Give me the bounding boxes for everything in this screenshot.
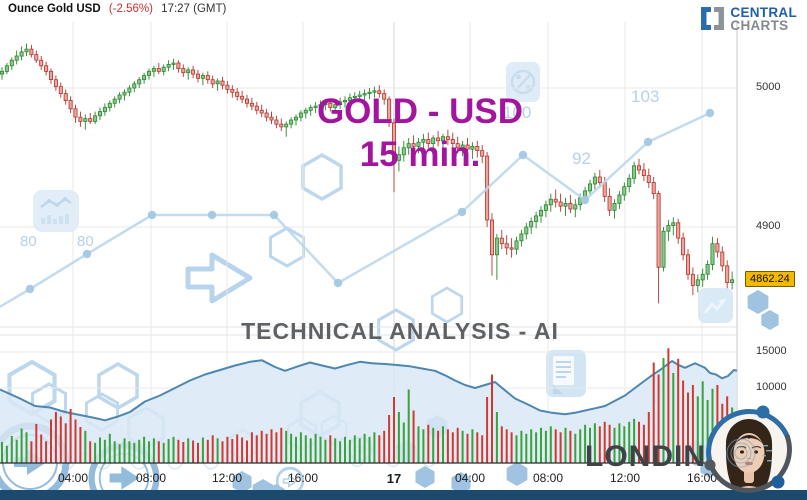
chart-header: Ounce Gold USD (-2.56%) 17:27 (GMT) <box>8 3 226 15</box>
document-icon <box>546 350 586 397</box>
bottom-bar <box>0 490 807 500</box>
logo-text-charts: CHARTS <box>730 17 789 33</box>
chart-title-line1: GOLD - USD <box>316 92 524 131</box>
change-percent: (-2.56%) <box>108 3 153 15</box>
chart-title: GOLD - USD 15 min. <box>317 90 523 176</box>
quote-time: 17:27 (GMT) <box>161 3 227 15</box>
line-chart-icon <box>33 190 79 232</box>
trend-arrow-icon <box>698 288 733 323</box>
logo-brackets-icon <box>701 7 725 30</box>
centralcharts-logo[interactable]: CENTRAL CHARTS <box>700 5 797 32</box>
symbol-title: Ounce Gold USD <box>8 3 101 15</box>
logo-text-central: CENTRAL <box>730 4 797 20</box>
arrow-right-outline-icon <box>185 252 253 304</box>
technical-analysis-watermark: TECHNICAL ANALYSIS - AI <box>241 318 559 344</box>
chart-title-line2: 15 min. <box>359 135 481 174</box>
londinia-avatar <box>704 405 792 493</box>
percent-icon <box>506 62 540 102</box>
